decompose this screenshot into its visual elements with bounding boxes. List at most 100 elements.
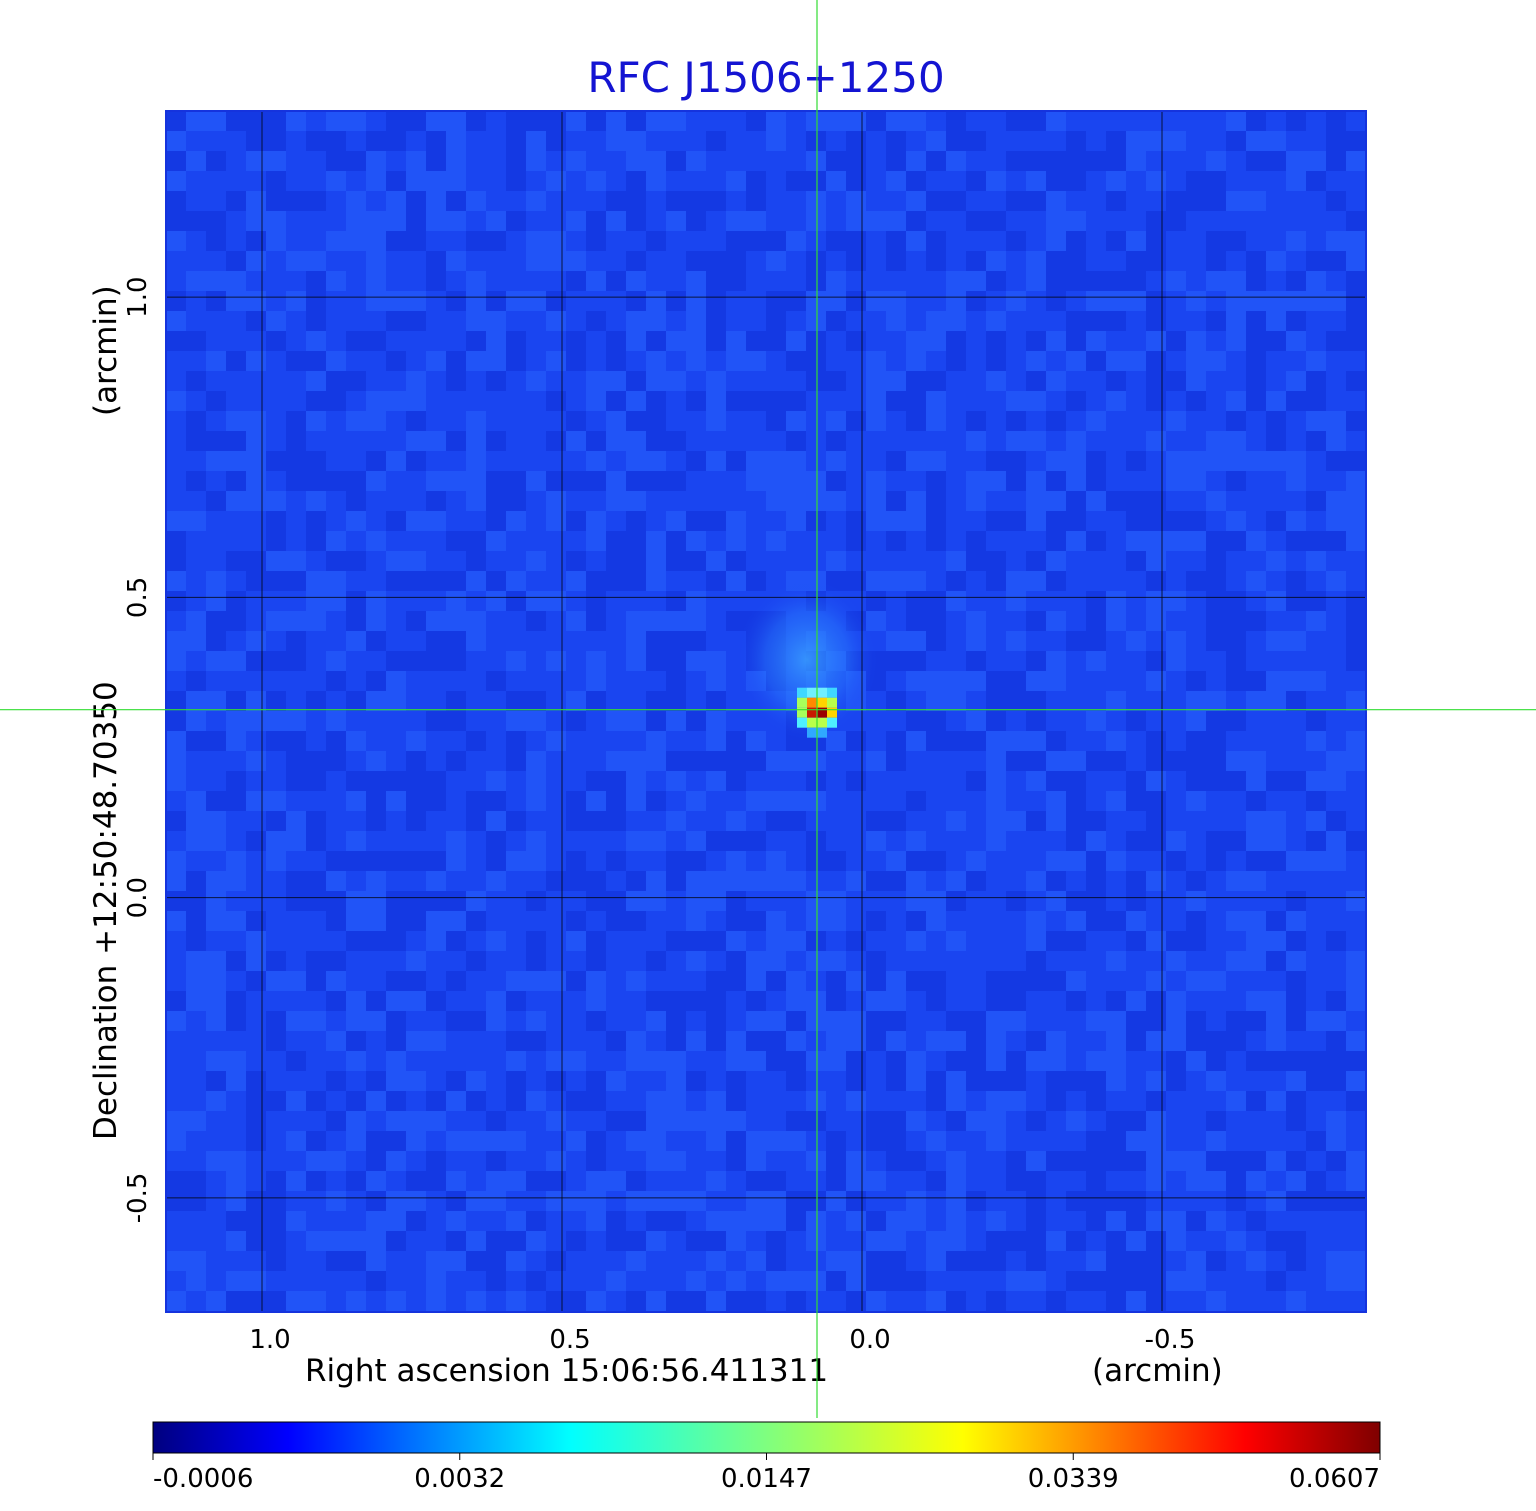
- noise-cell: [626, 871, 646, 891]
- noise-cell: [566, 871, 586, 891]
- noise-cell: [566, 471, 586, 491]
- noise-cell: [1286, 931, 1306, 951]
- noise-cell: [686, 331, 706, 351]
- noise-cell: [526, 591, 546, 611]
- noise-cell: [1086, 1071, 1106, 1091]
- noise-cell: [326, 231, 346, 251]
- noise-cell: [766, 791, 786, 811]
- noise-cell: [1226, 291, 1246, 311]
- noise-cell: [846, 111, 866, 131]
- noise-cell: [626, 491, 646, 511]
- noise-cell: [986, 671, 1006, 691]
- noise-cell: [306, 291, 326, 311]
- noise-cell: [526, 111, 546, 131]
- noise-cell: [586, 1091, 606, 1111]
- noise-cell: [306, 1151, 326, 1171]
- noise-cell: [586, 391, 606, 411]
- noise-cell: [1286, 951, 1306, 971]
- noise-cell: [806, 151, 826, 171]
- noise-cell: [386, 851, 406, 871]
- noise-cell: [506, 651, 526, 671]
- noise-cell: [1346, 651, 1366, 671]
- noise-cell: [406, 291, 426, 311]
- noise-cell: [966, 1251, 986, 1271]
- noise-cell: [1086, 1091, 1106, 1111]
- noise-cell: [666, 111, 686, 131]
- noise-cell: [1126, 1151, 1146, 1171]
- noise-cell: [1326, 1251, 1346, 1271]
- noise-cell: [1266, 291, 1286, 311]
- noise-cell: [946, 1211, 966, 1231]
- noise-cell: [286, 471, 306, 491]
- noise-cell: [246, 311, 266, 331]
- noise-cell: [1246, 1251, 1266, 1271]
- source-pixel: [807, 687, 817, 698]
- noise-cell: [706, 251, 726, 271]
- noise-cell: [1186, 391, 1206, 411]
- noise-cell: [886, 1211, 906, 1231]
- noise-cell: [486, 991, 506, 1011]
- noise-cell: [1286, 1231, 1306, 1251]
- noise-cell: [1026, 471, 1046, 491]
- noise-cell: [506, 151, 526, 171]
- noise-cell: [1346, 1271, 1366, 1291]
- noise-cell: [986, 471, 1006, 491]
- noise-cell: [906, 411, 926, 431]
- noise-cell: [1266, 1011, 1286, 1031]
- noise-cell: [1046, 871, 1066, 891]
- noise-cell: [306, 191, 326, 211]
- noise-cell: [886, 451, 906, 471]
- noise-cell: [1066, 491, 1086, 511]
- noise-cell: [506, 971, 526, 991]
- source-halo: [737, 579, 877, 740]
- noise-cell: [366, 231, 386, 251]
- noise-cell: [846, 1151, 866, 1171]
- source-pixel: [797, 697, 807, 708]
- y-tick-label: 1.0: [123, 276, 153, 317]
- noise-cell: [586, 1131, 606, 1151]
- noise-cell: [386, 111, 406, 131]
- noise-cell: [346, 331, 366, 351]
- noise-cell: [426, 991, 446, 1011]
- noise-cell: [326, 391, 346, 411]
- noise-cell: [666, 211, 686, 231]
- noise-cell: [1206, 191, 1226, 211]
- noise-cell: [986, 311, 1006, 331]
- noise-cell: [906, 331, 926, 351]
- noise-cell: [1106, 1231, 1126, 1251]
- noise-cell: [266, 811, 286, 831]
- noise-cell: [406, 151, 426, 171]
- noise-cell: [1326, 251, 1346, 271]
- noise-cell: [1066, 311, 1086, 331]
- noise-cell: [1166, 371, 1186, 391]
- noise-cell: [1006, 1091, 1026, 1111]
- noise-cell: [1086, 451, 1106, 471]
- noise-cell: [366, 931, 386, 951]
- noise-cell: [806, 191, 826, 211]
- noise-cell: [1226, 771, 1246, 791]
- noise-cell: [446, 1251, 466, 1271]
- noise-cell: [766, 1131, 786, 1151]
- noise-cell: [706, 391, 726, 411]
- noise-cell: [846, 731, 866, 751]
- noise-cell: [886, 731, 906, 751]
- noise-cell: [506, 851, 526, 871]
- noise-cell: [586, 591, 606, 611]
- noise-cell: [786, 811, 806, 831]
- noise-cell: [1106, 371, 1126, 391]
- noise-cell: [966, 771, 986, 791]
- noise-cell: [506, 171, 526, 191]
- noise-cell: [746, 1171, 766, 1191]
- noise-cell: [826, 311, 846, 331]
- noise-cell: [1266, 551, 1286, 571]
- noise-cell: [946, 351, 966, 371]
- noise-cell: [386, 551, 406, 571]
- noise-cell: [706, 1091, 726, 1111]
- noise-cell: [446, 831, 466, 851]
- noise-cell: [786, 971, 806, 991]
- noise-cell: [726, 211, 746, 231]
- noise-cell: [946, 1291, 966, 1311]
- noise-cell: [886, 631, 906, 651]
- noise-cell: [466, 231, 486, 251]
- noise-cell: [1206, 611, 1226, 631]
